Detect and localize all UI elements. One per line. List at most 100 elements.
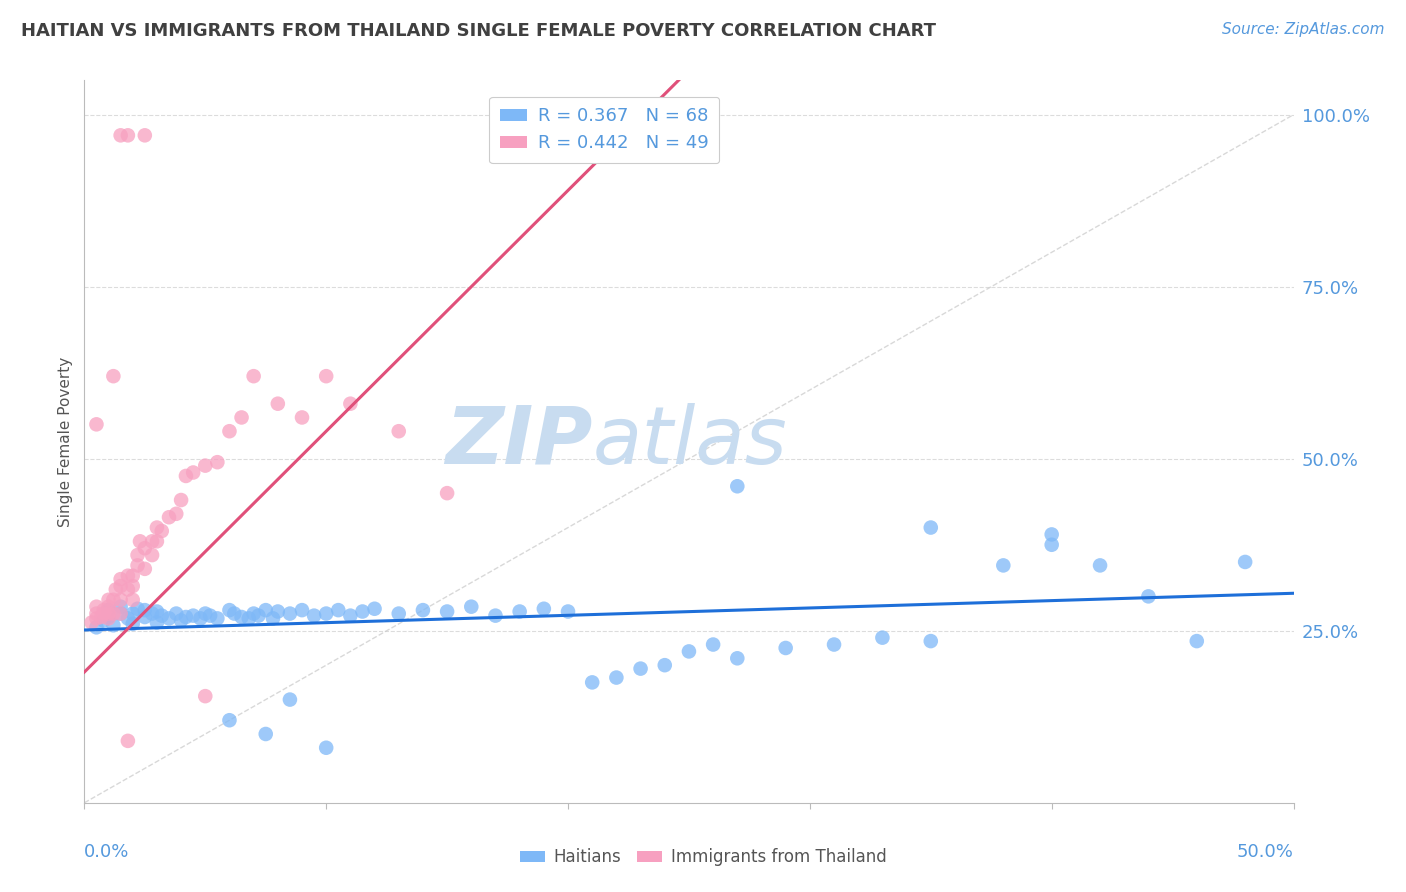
Point: [97, 603, 120, 617]
Point: [146, 520, 169, 534]
Point: [127, 558, 149, 573]
Point: [278, 607, 301, 621]
Text: ZIP: ZIP: [444, 402, 592, 481]
Point: [134, 562, 156, 576]
Point: [242, 607, 264, 621]
Point: [146, 615, 169, 630]
Point: [242, 369, 264, 384]
Point: [218, 603, 240, 617]
Point: [267, 605, 290, 619]
Point: [127, 601, 149, 615]
Point: [725, 651, 748, 665]
Point: [117, 128, 139, 143]
Text: HAITIAN VS IMMIGRANTS FROM THAILAND SINGLE FEMALE POVERTY CORRELATION CHART: HAITIAN VS IMMIGRANTS FROM THAILAND SING…: [21, 22, 936, 40]
Point: [190, 611, 212, 625]
Point: [121, 616, 143, 631]
Point: [103, 592, 125, 607]
Point: [198, 608, 221, 623]
Point: [328, 603, 350, 617]
Point: [315, 607, 337, 621]
Point: [388, 607, 411, 621]
Point: [388, 424, 411, 438]
Legend: Haitians, Immigrants from Thailand: Haitians, Immigrants from Thailand: [513, 842, 893, 873]
Point: [207, 455, 229, 469]
Point: [654, 658, 676, 673]
Point: [165, 507, 187, 521]
Y-axis label: Single Female Poverty: Single Female Poverty: [58, 357, 73, 526]
Point: [254, 727, 277, 741]
Point: [436, 486, 458, 500]
Point: [247, 608, 270, 623]
Text: atlas: atlas: [592, 402, 787, 481]
Point: [218, 424, 240, 438]
Point: [174, 469, 197, 483]
Point: [725, 479, 748, 493]
Point: [231, 610, 253, 624]
Point: [775, 640, 797, 655]
Point: [110, 579, 132, 593]
Point: [80, 615, 103, 630]
Point: [157, 510, 180, 524]
Point: [194, 458, 217, 473]
Point: [194, 689, 217, 703]
Point: [194, 607, 217, 621]
Point: [170, 493, 193, 508]
Point: [315, 740, 337, 755]
Point: [630, 662, 652, 676]
Point: [278, 692, 301, 706]
Point: [86, 417, 108, 432]
Point: [1185, 634, 1208, 648]
Point: [86, 607, 108, 621]
Point: [231, 410, 253, 425]
Point: [352, 605, 374, 619]
Point: [110, 128, 132, 143]
Point: [141, 534, 163, 549]
Point: [110, 607, 132, 621]
Point: [97, 599, 120, 614]
Point: [920, 520, 942, 534]
Point: [920, 634, 942, 648]
Point: [993, 558, 1015, 573]
Point: [129, 534, 152, 549]
Point: [117, 582, 139, 597]
Point: [121, 592, 143, 607]
Point: [1040, 538, 1063, 552]
Point: [134, 541, 156, 556]
Point: [291, 410, 314, 425]
Point: [117, 568, 139, 582]
Point: [557, 605, 579, 619]
Point: [238, 611, 260, 625]
Point: [224, 607, 246, 621]
Point: [207, 611, 229, 625]
Point: [141, 607, 163, 621]
Point: [97, 611, 120, 625]
Point: [86, 599, 108, 614]
Point: [134, 603, 156, 617]
Point: [533, 601, 555, 615]
Point: [181, 608, 204, 623]
Text: Source: ZipAtlas.com: Source: ZipAtlas.com: [1222, 22, 1385, 37]
Point: [97, 607, 120, 621]
Point: [104, 582, 127, 597]
Point: [90, 610, 112, 624]
Point: [1040, 527, 1063, 541]
Point: [436, 605, 458, 619]
Point: [150, 608, 173, 623]
Point: [86, 620, 108, 634]
Point: [581, 675, 603, 690]
Point: [150, 524, 173, 538]
Point: [363, 601, 385, 615]
Point: [110, 592, 132, 607]
Point: [1137, 590, 1160, 604]
Point: [97, 592, 120, 607]
Point: [146, 534, 169, 549]
Point: [678, 644, 700, 658]
Point: [484, 608, 506, 623]
Point: [134, 610, 156, 624]
Point: [315, 369, 337, 384]
Point: [93, 603, 115, 617]
Point: [170, 614, 193, 628]
Point: [872, 631, 894, 645]
Legend: R = 0.367   N = 68, R = 0.442   N = 49: R = 0.367 N = 68, R = 0.442 N = 49: [489, 96, 720, 163]
Point: [262, 611, 284, 625]
